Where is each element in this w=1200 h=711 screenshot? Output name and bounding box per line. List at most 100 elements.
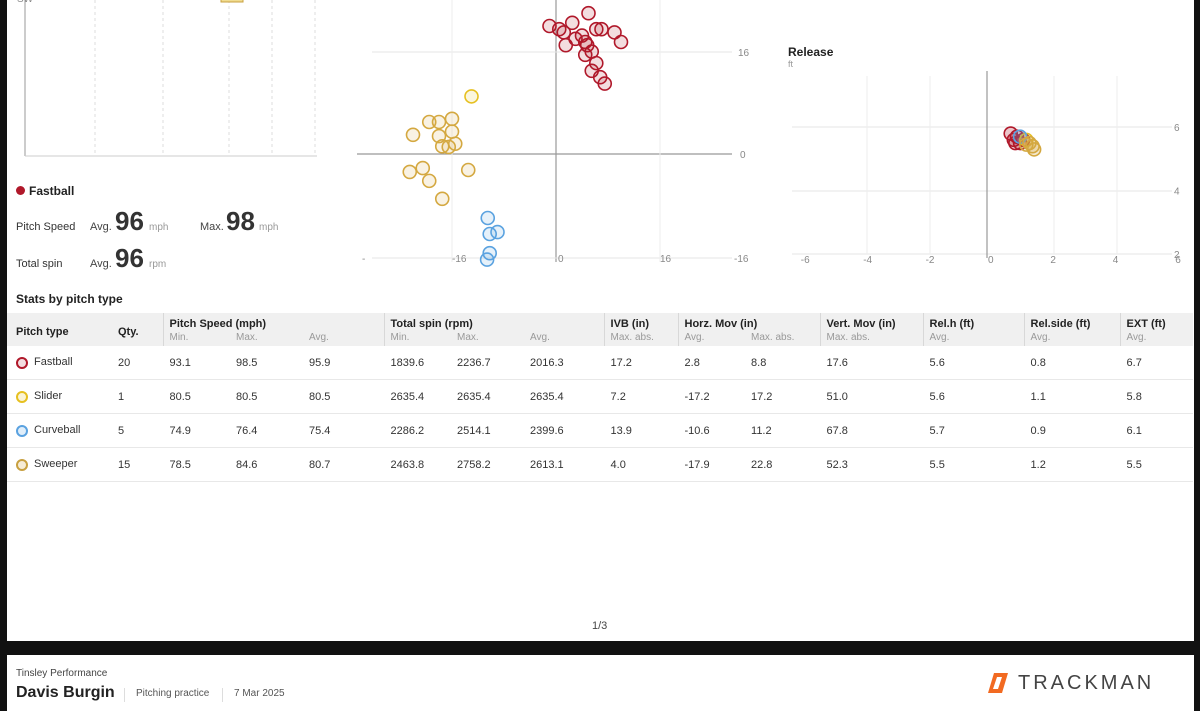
release-x-tick: 2	[1050, 255, 1056, 266]
session-date: 7 Mar 2025	[234, 688, 285, 699]
movement-point-sweeper[interactable]	[431, 114, 447, 130]
movement-point-curveball[interactable]	[490, 224, 505, 240]
table-row[interactable]: Fastball 20 93.1 98.5 95.9 1839.6 2236.7 2016.3…	[7, 346, 1194, 380]
movement-point-sweeper[interactable]	[444, 111, 460, 127]
table-row[interactable]: Sweeper 15 78.5 84.6 80.7 2463.8 2758.2 2613.1 4…	[7, 447, 1194, 482]
release-point-sweeper[interactable]	[1019, 137, 1034, 152]
cell-p-max: 2514.1	[457, 413, 531, 448]
selected-pitch-dot	[16, 186, 25, 195]
selected-pitch-name: Fastball	[29, 184, 75, 198]
cell-s-min: 93.1	[162, 346, 236, 380]
cell-s-avg: 95.9	[309, 346, 385, 380]
cell-p-min: 2635.4	[383, 379, 458, 414]
sub-relside-avg: Avg.	[1023, 331, 1121, 346]
cell-p-max: 2635.4	[457, 379, 531, 414]
cell-h-max: 17.2	[751, 379, 821, 414]
cell-relh: 5.7	[922, 413, 1025, 448]
release-point-sweeper[interactable]	[1026, 142, 1042, 157]
col-rel-h[interactable]: Rel.h (ft)	[922, 313, 1025, 331]
movement-tick-bottom-0: 0	[558, 254, 564, 265]
cell-p-min: 2463.8	[383, 447, 458, 482]
session-type: Pitching practice	[136, 688, 210, 699]
movement-point-fastball[interactable]	[564, 15, 580, 31]
col-vert-mov[interactable]: Vert. Mov (in)	[819, 313, 924, 331]
col-rel-side[interactable]: Rel.side (ft)	[1023, 313, 1121, 331]
col-total-spin[interactable]: Total spin (rpm)	[383, 313, 605, 331]
cell-qty: 15	[118, 447, 163, 482]
total-spin-avg-value: 96	[115, 243, 144, 273]
total-spin-label: Total spin	[16, 258, 63, 270]
cell-s-min: 80.5	[162, 379, 236, 414]
cell-vert: 17.6	[819, 346, 924, 380]
cell-ivb: 4.0	[603, 447, 679, 482]
speed-distribution-chart	[24, 0, 317, 157]
pitch-type-cell: Sweeper	[7, 447, 118, 482]
pitch-speed-avg-value: 96	[115, 206, 144, 236]
sub-vert-maxabs: Max. abs.	[819, 331, 924, 346]
movement-point-sweeper[interactable]	[421, 173, 437, 189]
movement-point-curveball[interactable]	[480, 210, 496, 226]
sub-speed-min: Min.	[162, 331, 236, 346]
movement-point-fastball[interactable]	[597, 76, 613, 91]
col-ivb[interactable]: IVB (in)	[603, 313, 679, 331]
pitch-swatch-icon	[16, 356, 28, 369]
release-x-tick: -2	[926, 255, 935, 266]
release-x-tick: -4	[863, 255, 872, 266]
cell-s-max: 98.5	[236, 346, 309, 380]
pitch-type-name: Sweeper	[34, 458, 78, 471]
sub-spin-max: Max.	[457, 331, 531, 346]
movement-point-fastball[interactable]	[589, 55, 604, 71]
cell-h-avg: -10.6	[677, 413, 752, 448]
sub-relh-avg: Avg.	[922, 331, 1025, 346]
col-ext[interactable]: EXT (ft)	[1119, 313, 1194, 331]
cell-h-avg: 2.8	[677, 346, 752, 380]
movement-point-fastball[interactable]	[558, 37, 574, 53]
movement-point-fastball[interactable]	[613, 34, 629, 50]
cell-p-avg: 2016.3	[530, 346, 605, 380]
movement-point-sweeper[interactable]	[405, 127, 421, 143]
col-horz-mov[interactable]: Horz. Mov (in)	[677, 313, 821, 331]
cell-s-max: 76.4	[236, 413, 309, 448]
report-page: SW 16 0 -16 - -16 0 16 Release ft	[7, 0, 1194, 641]
table-row[interactable]: Slider 1 80.5 80.5 80.5 2635.4 2635.4 2635.4 7.2…	[7, 379, 1194, 414]
brand-wordmark: TRACKMAN	[1018, 672, 1155, 694]
col-pitch-type[interactable]: Pitch type	[7, 313, 118, 346]
movement-point-slider[interactable]	[464, 89, 479, 104]
cell-qty: 1	[118, 379, 163, 414]
movement-point-fastball[interactable]	[577, 34, 593, 50]
table-row[interactable]: Curveball 5 74.9 76.4 75.4 2286.2 2514.1 2399.6…	[7, 413, 1194, 448]
movement-point-sweeper[interactable]	[441, 139, 457, 155]
cell-qty: 5	[118, 413, 163, 448]
cell-p-max: 2758.2	[457, 447, 531, 482]
movement-chart: 16 0 -16 - -16 0 16	[357, 0, 750, 267]
cell-p-avg: 2399.6	[530, 413, 605, 448]
cell-s-min: 78.5	[162, 447, 236, 482]
sub-ivb-maxabs: Max. abs.	[603, 331, 679, 346]
pitch-speed-max-unit: mph	[259, 222, 279, 233]
pitch-type-name: Fastball	[34, 356, 73, 369]
total-spin-avg-label: Avg.	[90, 258, 112, 270]
movement-point-sweeper[interactable]	[434, 191, 450, 207]
movement-point-fastball[interactable]	[589, 21, 604, 37]
sub-speed-max: Max.	[236, 331, 309, 346]
movement-point-curveball[interactable]	[479, 252, 495, 267]
pitch-type-name: Curveball	[34, 424, 81, 437]
movement-point-sweeper[interactable]	[402, 164, 418, 180]
cell-vert: 67.8	[819, 413, 924, 448]
sub-speed-avg: Avg.	[309, 331, 385, 346]
cell-ivb: 17.2	[603, 346, 679, 380]
release-y-tick: 4	[1174, 187, 1180, 198]
col-qty[interactable]: Qty.	[118, 313, 163, 346]
movement-point-fastball[interactable]	[581, 5, 596, 21]
movement-point-sweeper[interactable]	[415, 160, 431, 176]
movement-point-sweeper[interactable]	[460, 162, 476, 178]
release-chart-unit: ft	[788, 59, 794, 69]
org-name: Tinsley Performance	[16, 668, 108, 679]
movement-point-sweeper[interactable]	[444, 124, 460, 139]
pitch-swatch-icon	[16, 424, 28, 437]
pitch-speed-label: Pitch Speed	[16, 221, 76, 233]
movement-point-fastball[interactable]	[594, 21, 609, 37]
sub-ext-avg: Avg.	[1119, 331, 1194, 346]
col-pitch-speed[interactable]: Pitch Speed (mph)	[162, 313, 385, 331]
cell-qty: 20	[118, 346, 163, 380]
